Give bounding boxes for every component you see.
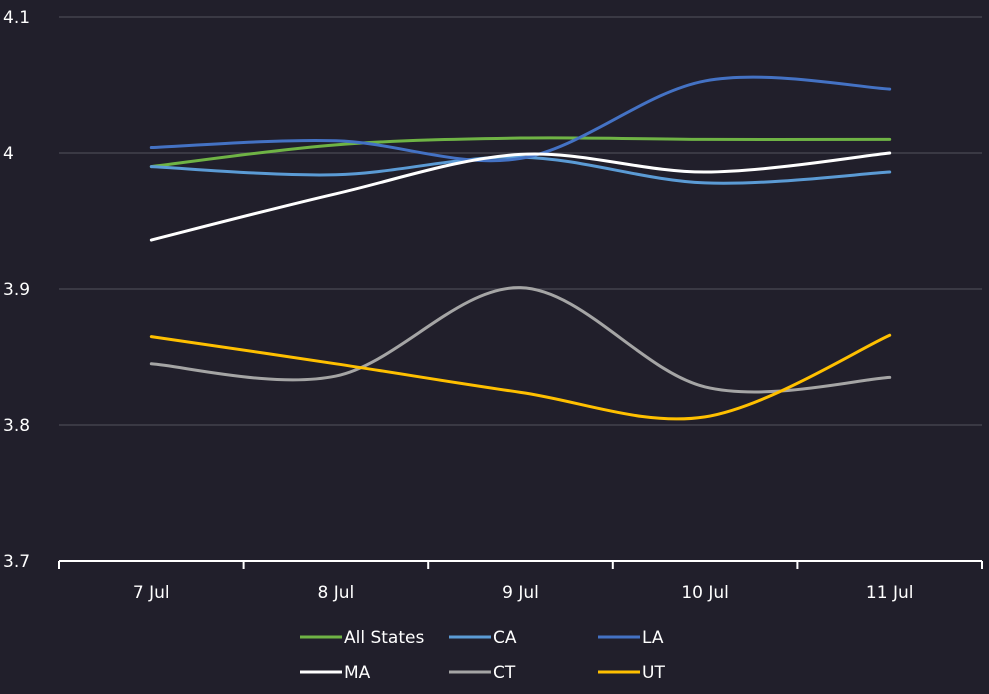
series-line-ca — [149, 155, 892, 185]
x-axis — [58, 560, 983, 569]
legend-label-ma: MA — [344, 663, 371, 683]
y-tick-label-0: 3.7 — [3, 552, 30, 572]
series-line-la — [149, 75, 892, 163]
series-line-ct — [149, 286, 892, 394]
y-axis-tick-labels: 3.7 3.8 3.9 4 4.1 — [3, 8, 30, 572]
series-line-ut — [149, 333, 892, 421]
x-tick-label-3: 10 Jul — [681, 583, 729, 603]
x-tick-label-4: 11 Jul — [866, 583, 914, 603]
y-tick-label-1: 3.8 — [3, 416, 30, 436]
x-tick-label-0: 7 Jul — [133, 583, 170, 603]
series-line-all-states — [149, 136, 892, 169]
legend-label-la: LA — [642, 628, 664, 648]
legend: All States CA LA MA CT UT — [300, 628, 665, 683]
y-tick-label-4: 4.1 — [3, 8, 30, 28]
legend-label-all-states: All States — [344, 628, 424, 648]
series-lines — [149, 75, 892, 421]
y-tick-label-3: 4 — [3, 144, 14, 164]
legend-label-ca: CA — [493, 628, 517, 648]
y-tick-label-2: 3.9 — [3, 280, 30, 300]
gridlines — [59, 16, 982, 426]
x-axis-tick-labels: 7 Jul 8 Jul 9 Jul 10 Jul 11 Jul — [133, 583, 914, 603]
x-tick-label-1: 8 Jul — [318, 583, 355, 603]
x-tick-label-2: 9 Jul — [502, 583, 539, 603]
legend-label-ut: UT — [642, 663, 665, 683]
series-line-ma — [149, 151, 892, 242]
legend-label-ct: CT — [493, 663, 516, 683]
